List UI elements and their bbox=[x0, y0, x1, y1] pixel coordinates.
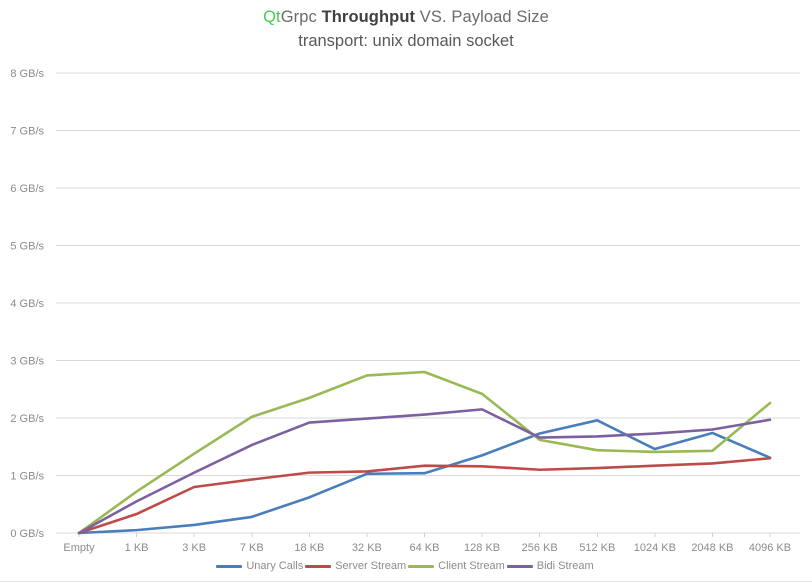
legend-item-label: Unary Calls bbox=[246, 560, 304, 572]
legend-swatch-icon bbox=[216, 564, 243, 568]
legend-swatch-icon bbox=[305, 564, 332, 568]
legend-item-server-stream[interactable]: Server Stream bbox=[305, 560, 406, 572]
chart-title: QtGrpc Throughput VS. Payload Size bbox=[0, 6, 812, 28]
title-throughput-text: Throughput bbox=[321, 8, 416, 26]
x-axis-tick-label: 128 KB bbox=[464, 542, 500, 554]
gridlines-group bbox=[56, 72, 800, 534]
x-axis-tick-label: 7 KB bbox=[240, 542, 264, 554]
x-axis-tick-label: 512 KB bbox=[579, 542, 615, 554]
legend-item-label: Client Stream bbox=[438, 560, 505, 572]
chart-legend: Unary Calls Server Stream Client Stream Bid… bbox=[0, 560, 812, 572]
x-axis-tick-label: 4096 KB bbox=[749, 542, 791, 554]
x-axis-tick-label: 18 KB bbox=[294, 542, 324, 554]
x-axis-tick-label: 1 KB bbox=[125, 542, 149, 554]
data-series-group bbox=[77, 370, 772, 535]
y-axis-labels-group: 0 GB/s 1 GB/s 2 GB/s 3 GB/s 4 GB/s 5 GB/s 6 GB… bbox=[10, 68, 44, 540]
x-axis-ticks-group bbox=[78, 533, 771, 537]
x-axis-tick-label: Empty bbox=[63, 542, 95, 554]
legend-item-unary-calls[interactable]: Unary Calls bbox=[216, 560, 303, 572]
legend-item-label: Server Stream bbox=[335, 560, 407, 572]
y-axis-tick-label: 7 GB/s bbox=[10, 126, 44, 138]
y-axis-tick-label: 4 GB/s bbox=[10, 298, 44, 310]
x-axis-tick-label: 32 KB bbox=[352, 542, 382, 554]
series-line-bidi-stream bbox=[77, 408, 772, 535]
y-axis-tick-label: 3 GB/s bbox=[10, 356, 44, 368]
y-axis-tick-label: 6 GB/s bbox=[10, 183, 44, 195]
x-axis-tick-label: 256 KB bbox=[522, 542, 558, 554]
y-axis-tick-label: 2 GB/s bbox=[10, 413, 44, 425]
legend-item-label: Bidi Stream bbox=[536, 560, 594, 572]
chart-subtitle: transport: unix domain socket bbox=[298, 32, 514, 50]
y-axis-tick-label: 5 GB/s bbox=[10, 241, 44, 253]
x-axis-labels-group: Empty 1 KB 3 KB 7 KB 18 KB 32 KB 64 KB 128 KB 25… bbox=[63, 542, 791, 554]
legend-item-bidi-stream[interactable]: Bidi Stream bbox=[506, 560, 594, 572]
legend-item-client-stream[interactable]: Client Stream bbox=[408, 560, 505, 572]
x-axis-tick-label: 3 KB bbox=[182, 542, 206, 554]
plot-area: 0 GB/s 1 GB/s 2 GB/s 3 GB/s 4 GB/s 5 GB/s 6 GB… bbox=[10, 68, 800, 554]
y-axis-tick-label: 1 GB/s bbox=[10, 471, 44, 483]
x-axis-tick-label: 64 KB bbox=[410, 542, 440, 554]
series-line-server-stream bbox=[77, 456, 772, 535]
y-axis-tick-label: 8 GB/s bbox=[10, 68, 44, 80]
legend-swatch-icon bbox=[408, 564, 435, 568]
x-axis-tick-label: 2048 KB bbox=[691, 542, 733, 554]
title-suffix-text: VS. Payload Size bbox=[419, 8, 549, 26]
series-line-client-stream bbox=[77, 370, 772, 535]
x-axis-tick-label: 1024 KB bbox=[634, 542, 676, 554]
title-qt-text: Qt bbox=[263, 8, 281, 26]
legend-swatch-icon bbox=[506, 564, 533, 568]
y-axis-tick-label: 0 GB/s bbox=[10, 528, 44, 540]
series-line-unary-calls bbox=[77, 418, 772, 535]
title-grpc-text: Grpc bbox=[280, 8, 317, 26]
bottom-divider bbox=[0, 581, 812, 582]
